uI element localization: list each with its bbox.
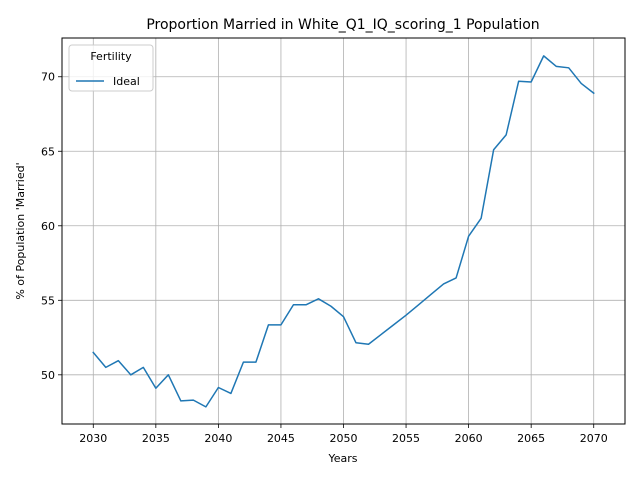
chart-title: Proportion Married in White_Q1_IQ_scorin… — [146, 17, 539, 33]
x-tick-label: 2060 — [455, 432, 483, 445]
y-tick-label: 65 — [41, 145, 55, 158]
legend-label-ideal: Ideal — [113, 75, 140, 88]
y-axis-label: % of Population 'Married' — [14, 162, 27, 299]
x-axis-ticks: 2030 2035 2040 2045 2050 2055 2060 2065 2070 — [79, 424, 608, 445]
x-tick-label: 2045 — [267, 432, 295, 445]
legend-box — [68, 44, 154, 92]
x-tick-label: 2055 — [392, 432, 420, 445]
x-tick-label: 2065 — [517, 432, 545, 445]
x-tick-label: 2030 — [79, 432, 107, 445]
x-tick-label: 2040 — [204, 432, 232, 445]
legend: Fertility Ideal — [68, 44, 154, 92]
series-line-ideal — [92, 55, 595, 408]
y-tick-label: 55 — [41, 294, 55, 307]
y-tick-label: 60 — [41, 220, 55, 233]
x-tick-label: 2050 — [330, 432, 358, 445]
y-axis-ticks: 50 55 60 65 70 — [41, 71, 62, 382]
legend-title: Fertility — [90, 50, 132, 63]
x-tick-label: 2070 — [580, 432, 608, 445]
y-tick-label: 50 — [41, 369, 55, 382]
x-axis-label: Years — [327, 452, 357, 465]
series-layer — [92, 55, 595, 408]
x-tick-label: 2035 — [142, 432, 170, 445]
grid-lines — [62, 38, 625, 424]
y-tick-label: 70 — [41, 71, 55, 84]
